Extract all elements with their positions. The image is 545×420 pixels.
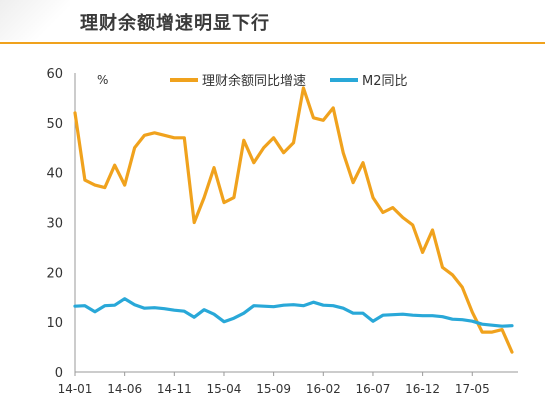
- y-tick-label: 40: [46, 167, 63, 182]
- unit-label: %: [97, 73, 108, 87]
- x-tick-label: 14-11: [157, 382, 192, 396]
- x-tick-label: 14-01: [58, 382, 93, 396]
- x-tick-label: 16-02: [306, 382, 341, 396]
- chart-axes: 0 10 20 30 40 50 60 % 14-01 14-06 14-11 15-04 15-09 1…: [46, 67, 518, 396]
- y-tick-label: 50: [46, 117, 63, 132]
- y-tick-label: 20: [46, 266, 63, 281]
- slide-title: 理财余额增速明显下行: [80, 13, 270, 34]
- legend-label-1: 理财余额同比增速: [202, 73, 306, 89]
- x-tick-label: 15-09: [256, 382, 291, 396]
- y-tick-label: 10: [46, 316, 63, 331]
- corner-decoration: [0, 0, 70, 40]
- x-tick-label: 16-12: [405, 382, 440, 396]
- x-tick-label: 14-06: [107, 382, 142, 396]
- legend-label-2: M2同比: [362, 74, 408, 89]
- title-underline: [0, 42, 545, 44]
- x-tick-label: 16-07: [356, 382, 391, 396]
- chart-legend: 理财余额同比增速 M2同比: [170, 73, 408, 89]
- chart-series: [73, 86, 514, 354]
- series-line-2: [73, 297, 514, 328]
- x-tick-label: 17-05: [455, 382, 490, 396]
- y-tick-label: 0: [55, 366, 63, 381]
- y-tick-label: 60: [46, 67, 63, 82]
- series-line-1: [73, 86, 514, 354]
- y-tick-label: 30: [46, 217, 63, 232]
- x-tick-label: 15-04: [207, 382, 242, 396]
